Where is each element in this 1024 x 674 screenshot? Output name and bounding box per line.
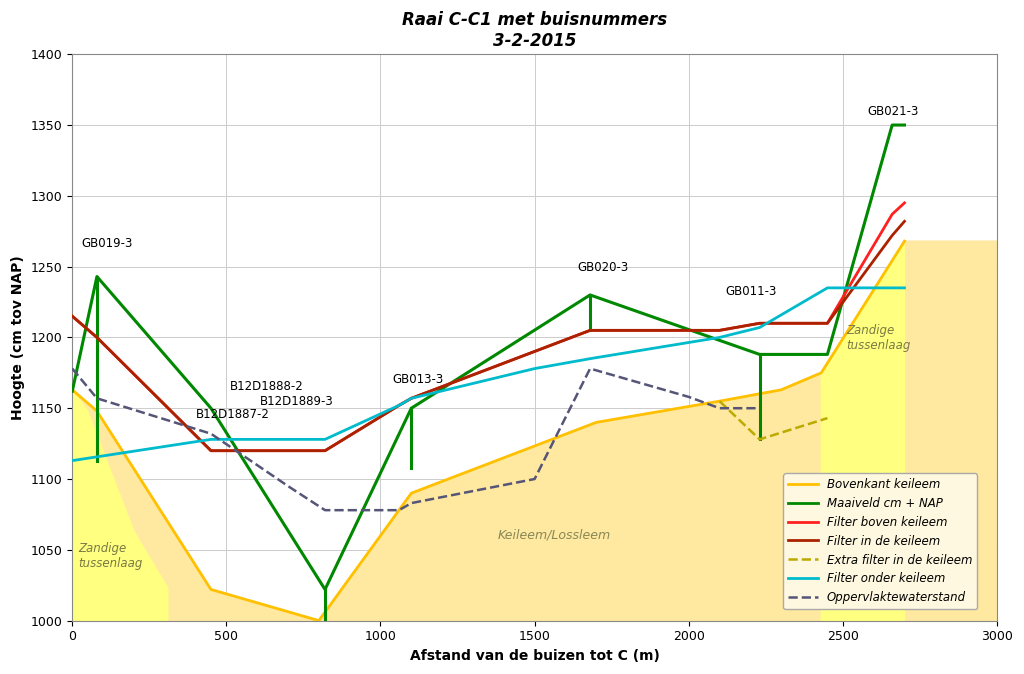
Text: B12D1887-2: B12D1887-2 <box>196 408 269 421</box>
Polygon shape <box>73 390 168 621</box>
Text: Zandige
tussenlaag: Zandige tussenlaag <box>79 542 142 570</box>
Text: GB019-3: GB019-3 <box>82 237 133 250</box>
X-axis label: Afstand van de buizen tot C (m): Afstand van de buizen tot C (m) <box>410 649 659 663</box>
Text: B12D1888-2: B12D1888-2 <box>229 380 303 393</box>
Text: B12D1889-3: B12D1889-3 <box>260 396 334 408</box>
Text: Keileem/Lossleem: Keileem/Lossleem <box>498 528 610 541</box>
Title: Raai C-C1 met buisnummers
3-2-2015: Raai C-C1 met buisnummers 3-2-2015 <box>402 11 668 50</box>
Text: GB011-3: GB011-3 <box>726 285 777 298</box>
Y-axis label: Hoogte (cm tov NAP): Hoogte (cm tov NAP) <box>11 255 26 420</box>
Legend: Bovenkant keileem, Maaiveld cm + NAP, Filter boven keileem, Filter in de keileem: Bovenkant keileem, Maaiveld cm + NAP, Fi… <box>783 473 977 609</box>
Text: GB020-3: GB020-3 <box>578 261 629 274</box>
Text: GB021-3: GB021-3 <box>867 105 919 118</box>
Polygon shape <box>73 241 997 621</box>
Polygon shape <box>821 241 904 621</box>
Text: GB013-3: GB013-3 <box>393 373 444 386</box>
Text: Zandige
tussenlaag: Zandige tussenlaag <box>846 324 910 352</box>
